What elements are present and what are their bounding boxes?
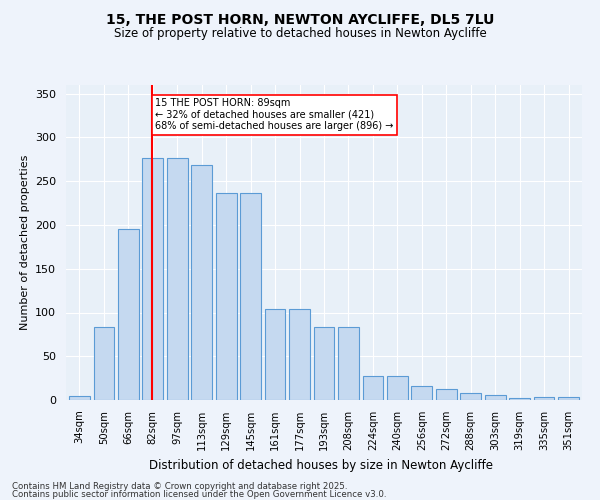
Text: 15 THE POST HORN: 89sqm
← 32% of detached houses are smaller (421)
68% of semi-d: 15 THE POST HORN: 89sqm ← 32% of detache… xyxy=(155,98,394,132)
Bar xyxy=(387,376,408,400)
Bar xyxy=(142,158,163,400)
Bar xyxy=(265,309,286,400)
Bar xyxy=(412,386,432,400)
Bar xyxy=(558,398,579,400)
Bar xyxy=(69,396,90,400)
Bar xyxy=(167,158,188,400)
Text: Size of property relative to detached houses in Newton Aycliffe: Size of property relative to detached ho… xyxy=(113,28,487,40)
Bar xyxy=(118,230,139,400)
Bar xyxy=(534,398,554,400)
Bar xyxy=(314,328,334,400)
Bar xyxy=(94,326,114,400)
Bar xyxy=(436,388,457,400)
Text: Contains HM Land Registry data © Crown copyright and database right 2025.: Contains HM Land Registry data © Crown c… xyxy=(12,482,347,491)
Bar xyxy=(191,166,212,400)
Bar xyxy=(509,398,530,400)
Text: Contains public sector information licensed under the Open Government Licence v3: Contains public sector information licen… xyxy=(12,490,386,499)
Y-axis label: Number of detached properties: Number of detached properties xyxy=(20,155,29,330)
Text: Distribution of detached houses by size in Newton Aycliffe: Distribution of detached houses by size … xyxy=(149,460,493,472)
Bar xyxy=(362,376,383,400)
Bar xyxy=(216,192,236,400)
Bar xyxy=(289,309,310,400)
Bar xyxy=(338,328,359,400)
Text: 15, THE POST HORN, NEWTON AYCLIFFE, DL5 7LU: 15, THE POST HORN, NEWTON AYCLIFFE, DL5 … xyxy=(106,12,494,26)
Bar xyxy=(240,192,261,400)
Bar xyxy=(485,395,506,400)
Bar xyxy=(460,393,481,400)
